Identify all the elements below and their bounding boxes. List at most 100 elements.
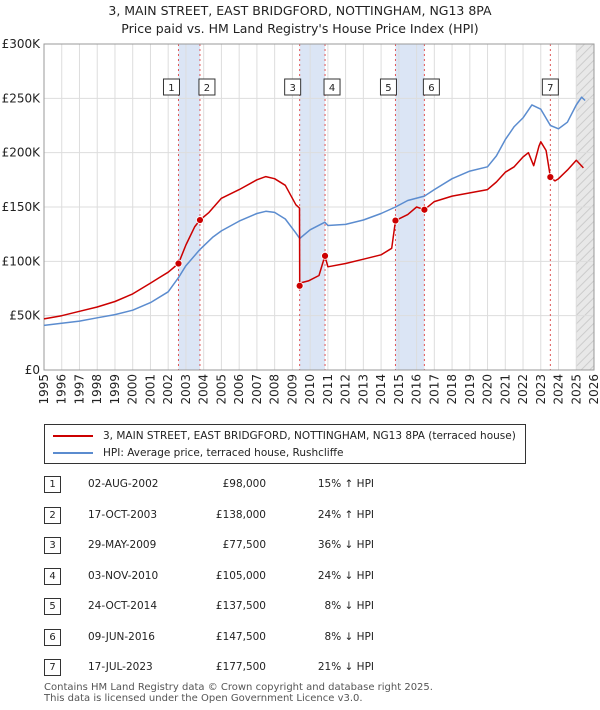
sale-hpi-diff: 21% ↓ HPI (317, 661, 374, 673)
sale-price: £177,500 (215, 661, 266, 673)
sales-table: 1 02-AUG-2002 £98,000 15% ↑ HPI 2 17-OCT… (44, 470, 564, 684)
x-tick-label: 2020 (481, 374, 495, 405)
sale-hpi-diff: 8% ↓ HPI (324, 630, 374, 643)
x-tick-label: 2007 (250, 374, 264, 405)
x-tick-label: 2016 (410, 374, 424, 405)
sale-number-box (422, 78, 440, 96)
sale-number-label: 3 (289, 83, 295, 94)
sale-date: 09-JUN-2016 (88, 630, 155, 643)
footer-licence: This data is licensed under the Open Gov… (44, 693, 363, 704)
sale-price: £105,000 (215, 569, 266, 582)
sale-point (391, 216, 400, 225)
x-tick-label: 2006 (232, 374, 246, 405)
legend-item-property: 3, MAIN STREET, EAST BRIDGFORD, NOTTINGH… (53, 428, 516, 444)
sale-row: 2 17-OCT-2003 £138,000 24% ↑ HPI (44, 501, 564, 532)
x-tick-label: 2023 (534, 374, 548, 405)
sale-number-box (323, 78, 341, 96)
x-tick-label: 2012 (339, 374, 353, 405)
x-tick-label: 1995 (37, 374, 51, 405)
sale-number-box (541, 78, 559, 96)
y-tick-label: £300K (2, 37, 42, 51)
x-tick-label: 2011 (321, 374, 335, 405)
legend: 3, MAIN STREET, EAST BRIDGFORD, NOTTINGH… (44, 424, 526, 464)
sale-row: 3 29-MAY-2009 £77,500 36% ↓ HPI (44, 531, 564, 562)
sale-row: 6 09-JUN-2016 £147,500 8% ↓ HPI (44, 623, 564, 654)
sale-row: 7 17-JUL-2023 £177,500 21% ↓ HPI (44, 653, 564, 684)
x-tick-label: 2026 (587, 374, 600, 405)
legend-label-hpi: HPI: Average price, terraced house, Rush… (103, 447, 344, 459)
y-tick-label: £200K (2, 146, 42, 160)
x-tick-label: 1997 (72, 374, 86, 405)
x-tick-label: 2001 (143, 374, 157, 405)
y-tick-label: £0 (25, 363, 40, 377)
hpi-series-line (43, 96, 586, 327)
sale-hpi-diff: 8% ↓ HPI (324, 600, 374, 612)
sale-date: 17-JUL-2023 (88, 661, 153, 673)
x-tick-label: 2009 (285, 374, 299, 405)
x-tick-label: 2004 (197, 374, 211, 405)
sale-badge: 7 (44, 659, 61, 676)
x-tick-label: 2018 (445, 374, 459, 405)
x-tick-label: 1998 (90, 374, 104, 405)
sale-point (295, 281, 304, 290)
sale-hpi-diff: 24% ↑ HPI (317, 508, 374, 521)
x-tick-label: 2021 (498, 374, 512, 405)
sale-number-label: 1 (168, 83, 174, 94)
sale-number-box (162, 78, 180, 96)
sale-number-label: 6 (428, 83, 434, 94)
sale-point (196, 216, 204, 224)
sale-row: 5 24-OCT-2014 £137,500 8% ↓ HPI (44, 592, 564, 623)
sale-hpi-diff: 36% ↓ HPI (317, 539, 374, 551)
y-tick-label: £250K (2, 91, 42, 105)
sale-hpi-diff: 15% ↑ HPI (317, 478, 374, 490)
x-tick-label: 2005 (214, 374, 228, 405)
y-tick-label: £150K (2, 200, 42, 214)
sale-price: £138,000 (215, 508, 266, 521)
legend-swatch-hpi (53, 452, 93, 454)
sale-number-label: 5 (385, 83, 391, 94)
x-tick-label: 2002 (161, 374, 175, 405)
footer-copyright: Contains HM Land Registry data © Crown c… (44, 682, 433, 693)
sale-badge: 2 (44, 506, 61, 524)
sale-badge: 1 (44, 476, 61, 493)
sale-point (420, 205, 429, 214)
x-tick-label: 2019 (463, 374, 477, 405)
x-tick-label: 2022 (516, 374, 530, 405)
x-tick-label: 2024 (552, 374, 566, 405)
sale-number-box (379, 78, 397, 96)
sale-price: £98,000 (222, 478, 266, 490)
sale-number-label: 7 (547, 83, 553, 94)
x-tick-label: 2015 (392, 374, 406, 405)
sale-date: 02-AUG-2002 (88, 478, 159, 490)
sale-badge: 5 (44, 598, 61, 615)
legend-item-hpi: HPI: Average price, terraced house, Rush… (53, 445, 343, 461)
sale-date: 03-NOV-2010 (88, 569, 159, 582)
plot-frame (43, 43, 595, 371)
x-tick-label: 2010 (303, 374, 317, 405)
sale-date: 17-OCT-2003 (88, 508, 157, 521)
sale-date: 29-MAY-2009 (88, 539, 157, 551)
sale-number-label: 2 (204, 83, 210, 94)
x-tick-label: 2017 (427, 374, 441, 405)
x-tick-label: 2003 (179, 374, 193, 405)
sale-point (321, 251, 329, 260)
x-tick-label: 2013 (356, 374, 370, 405)
sale-row: 1 02-AUG-2002 £98,000 15% ↑ HPI (44, 470, 564, 501)
x-tick-label: 2025 (569, 374, 583, 405)
x-tick-label: 2014 (374, 374, 388, 405)
sale-number-box (198, 78, 216, 96)
sale-row: 4 03-NOV-2010 £105,000 24% ↓ HPI (44, 562, 564, 593)
footer: Contains HM Land Registry data © Crown c… (44, 682, 433, 704)
sale-badge: 3 (44, 537, 61, 554)
sale-number-box (284, 78, 302, 96)
y-tick-label: £50K (9, 309, 41, 323)
x-tick-label: 2000 (126, 374, 140, 405)
x-tick-label: 1999 (108, 374, 122, 405)
sale-price: £77,500 (222, 539, 266, 551)
legend-swatch-property (53, 435, 93, 437)
sale-badge: 6 (44, 628, 61, 646)
x-tick-label: 1996 (55, 374, 69, 405)
sale-number-label: 4 (329, 83, 335, 94)
chart-subtitle: Price paid vs. HM Land Registry's House … (121, 21, 479, 36)
